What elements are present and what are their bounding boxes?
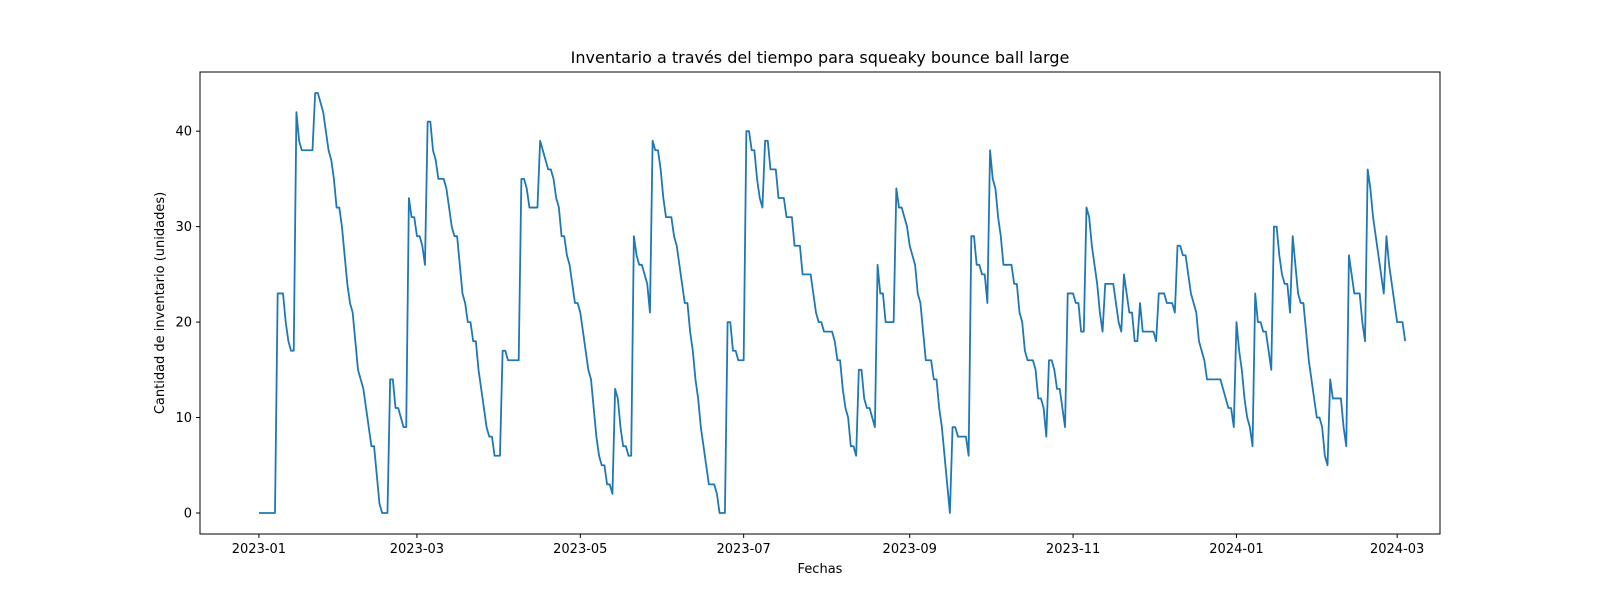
x-tick-label-5: 2023-11 <box>1046 542 1100 557</box>
y-axis-ticks: 0 10 20 30 40 <box>175 125 200 522</box>
x-tick-label-7: 2024-03 <box>1370 542 1424 557</box>
y-tick-label-0: 0 <box>184 507 192 522</box>
y-tick-label-1: 10 <box>175 411 192 426</box>
x-tick-label-2: 2023-05 <box>553 542 607 557</box>
plot-area <box>200 72 1440 534</box>
chart-title: Inventario a través del tiempo para sque… <box>571 48 1070 67</box>
x-axis-ticks: 2023-01 2023-03 2023-05 2023-07 2023-09 2023-… <box>232 534 1424 557</box>
x-tick-label-6: 2024-01 <box>1209 542 1263 557</box>
y-axis-label: Cantidad de inventario (unidades) <box>153 192 168 414</box>
y-tick-label-2: 20 <box>175 316 192 331</box>
y-tick-label-4: 40 <box>175 125 192 140</box>
series-line-0 <box>258 92 1407 514</box>
series-layer <box>258 92 1407 514</box>
plot-frame <box>199 71 1441 535</box>
y-tick-label-3: 30 <box>175 220 192 235</box>
x-tick-label-0: 2023-01 <box>232 542 286 557</box>
x-tick-label-3: 2023-07 <box>717 542 771 557</box>
x-axis-label: Fechas <box>798 562 843 577</box>
x-tick-label-4: 2023-09 <box>883 542 937 557</box>
x-tick-label-1: 2023-03 <box>390 542 444 557</box>
